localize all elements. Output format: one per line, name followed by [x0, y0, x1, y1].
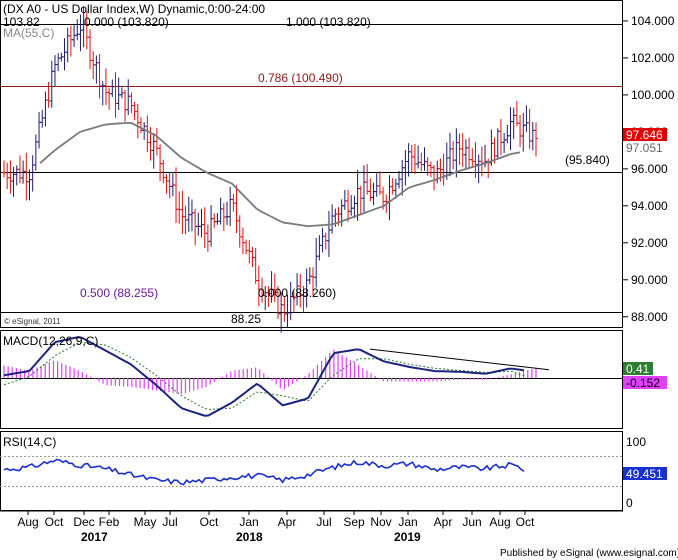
x-tick-label-7: Jan	[239, 515, 258, 529]
price-tick-4: 96.000	[631, 162, 668, 176]
rsi-panel	[0, 431, 623, 511]
price-tick-7: 90.000	[631, 273, 668, 287]
rsi-value-tag	[623, 467, 667, 480]
macd-value-tag	[623, 362, 653, 375]
rsi-layer	[0, 456, 623, 487]
price-tick-1: 102.000	[631, 51, 675, 65]
price-tick-6: 92.000	[631, 236, 668, 250]
x-tick-label-10: Sep	[343, 515, 365, 529]
ma-value: 97.051	[626, 141, 663, 155]
x-axis: Aug Oct Dec Feb May Jul Oct Jan Apr Jul Sep Nov Jan A…	[17, 511, 535, 529]
x-tick-label-15: Aug	[489, 515, 510, 529]
copyright: © eSignal, 2011	[4, 317, 61, 326]
x-tick-label-9: Jul	[316, 515, 331, 529]
price-tick-5: 94.000	[631, 199, 668, 213]
price-y-axis: 104.000102.000100.00098.00096.00094.0009…	[623, 14, 675, 324]
price-bar	[534, 122, 538, 157]
x-tick-label-5: Jul	[162, 515, 177, 529]
x-tick-label-0: Aug	[17, 515, 38, 529]
fib-0500-label: 0.500 (88.255)	[80, 286, 158, 300]
price-panel	[0, 0, 623, 328]
low-annotation: 88.25	[231, 312, 261, 326]
signal-value-tag	[623, 376, 667, 389]
rsi-tick-100: 100	[626, 435, 646, 449]
year-label-2018: 2018	[236, 530, 263, 544]
price-tick-0: 104.000	[631, 14, 675, 28]
x-tick-label-6: Oct	[200, 515, 219, 529]
signal-value: -0.152	[626, 376, 660, 390]
price-tick-8: 88.000	[631, 310, 668, 324]
x-tick-label-3: Feb	[99, 515, 120, 529]
chart-title: (DX A0 - US Dollar Index,W) Dynamic,0:00…	[3, 2, 265, 16]
x-tick-label-11: Nov	[370, 515, 391, 529]
ma-layer	[39, 121, 521, 228]
price-tick-2: 100.000	[631, 88, 675, 102]
fib-0-label-bottom: 0.000 (88.260)	[258, 286, 336, 300]
macd-value: 0.41	[626, 362, 650, 376]
x-tick-label-12: Jan	[398, 515, 417, 529]
ma-line	[39, 121, 521, 228]
last-price-tag	[623, 128, 667, 141]
macd-line	[3, 336, 525, 417]
x-tick-label-8: Apr	[278, 515, 297, 529]
fib-0-label-top: 0.000 (103.820)	[84, 15, 169, 29]
fib-0786-label: 0.786 (100.490)	[258, 71, 343, 85]
rsi-label: RSI(14,C)	[3, 435, 56, 449]
rsi-tick-0: 0	[626, 496, 633, 510]
x-tick-label-16: Oct	[516, 515, 535, 529]
x-tick-label-1: Oct	[45, 515, 64, 529]
fib-1-label: 1.000 (103.820)	[286, 15, 371, 29]
x-tick-label-13: Apr	[434, 515, 453, 529]
x-tick-label-14: Jun	[462, 515, 481, 529]
macd-panel	[0, 330, 623, 429]
x-tick-label-2: Dec	[73, 515, 94, 529]
macd-layer	[0, 336, 623, 417]
macd-trendline	[369, 348, 550, 371]
price-grid	[0, 24, 623, 313]
year-label-2017: 2017	[81, 530, 108, 544]
rsi-value: 49.451	[626, 467, 663, 481]
ma-label: MA(55,C)	[3, 26, 54, 40]
year-label-2019: 2019	[394, 530, 421, 544]
macd-label: MACD(12,26,9,C)	[3, 334, 98, 348]
support-label: (95.840)	[565, 153, 610, 167]
published-by: Published by eSignal (www.esignal.com)	[500, 548, 678, 559]
x-tick-label-4: May	[134, 515, 157, 529]
rsi-line	[3, 458, 525, 486]
top-left-value: 103.82	[3, 15, 40, 29]
last-price-value: 97.646	[626, 128, 663, 142]
